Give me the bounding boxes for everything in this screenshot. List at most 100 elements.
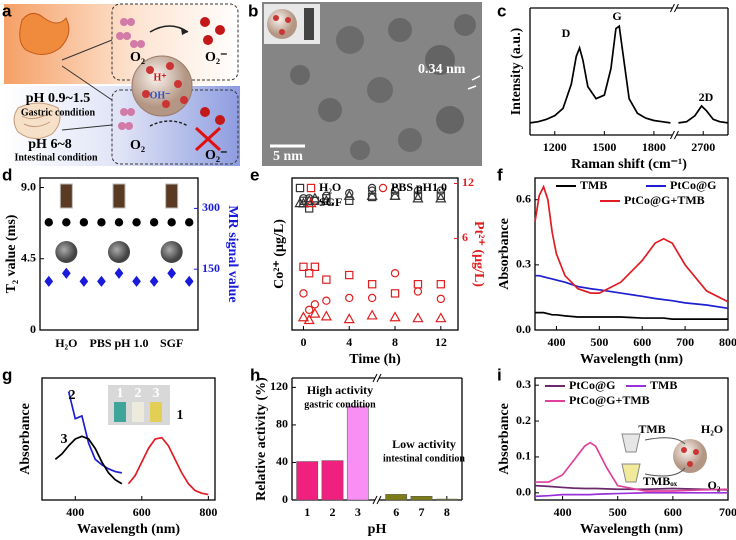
- x-tick-label: 1: [304, 505, 310, 519]
- x-tick-label: 4: [346, 335, 352, 349]
- y2-tick-label: 150: [202, 261, 220, 275]
- marker: [295, 183, 305, 193]
- panel-label: f: [497, 165, 503, 184]
- x-tick-label: 0: [300, 335, 306, 349]
- marker: [367, 280, 377, 289]
- marker: [44, 218, 53, 227]
- x-tick-label: 1500: [592, 140, 616, 154]
- annotation: intestinal condition: [383, 453, 465, 464]
- legend-label: H₂O: [319, 180, 341, 194]
- x-tick-label: 500: [609, 505, 627, 519]
- marker: [299, 289, 308, 298]
- x-tick-label: PBS pH 1.0: [89, 336, 148, 350]
- line-series: [535, 441, 729, 492]
- decor-circle: [120, 18, 128, 26]
- bar: [385, 494, 408, 501]
- x-tick-label: 8: [444, 505, 450, 519]
- marker: [412, 192, 424, 203]
- hydroxide-label: OH⁻: [150, 90, 171, 101]
- marker: [294, 197, 306, 208]
- decor-circle: [425, 45, 455, 75]
- decor-circle: [215, 115, 225, 125]
- decor-path: [194, 126, 222, 152]
- axis-break: [376, 495, 382, 505]
- y2-tick-label: 300: [202, 200, 220, 214]
- y-tick-label: 80: [276, 417, 288, 431]
- y-axis-label: Relative activity (%): [254, 377, 269, 501]
- plot-frame: [291, 177, 459, 331]
- marker: [61, 267, 71, 279]
- y-tick-label: 120: [270, 379, 288, 393]
- annotation: TMBₒₓ: [643, 474, 678, 488]
- decor-circle: [318, 98, 342, 122]
- legend-label: TMB: [650, 378, 677, 392]
- marker: [310, 262, 320, 272]
- axis-break: [669, 3, 675, 13]
- x-tick-label: 600: [133, 505, 151, 519]
- legend-label: SGF: [319, 195, 342, 209]
- decor-circle: [273, 15, 279, 21]
- line-series: [529, 24, 729, 124]
- inset-label: 3: [153, 386, 160, 401]
- decor-path: [467, 75, 481, 90]
- marker: [345, 188, 354, 198]
- decor-circle: [673, 439, 707, 473]
- annotation: O₂: [708, 478, 721, 492]
- plot-frame: [534, 177, 729, 331]
- decor-circle: [285, 17, 291, 23]
- marker: [367, 293, 377, 303]
- marker: [184, 275, 194, 287]
- product-label: O₂⁻: [205, 148, 227, 163]
- marker: [320, 310, 332, 321]
- marker: [436, 294, 446, 304]
- intestinal-label: Intestinal condition: [14, 152, 98, 163]
- x-tick-label: 400: [547, 335, 565, 349]
- line-series: [535, 311, 728, 320]
- plot-frame: [534, 377, 729, 501]
- x-tick-label: 600: [633, 335, 651, 349]
- x-axis-label: Wavelength (nm): [77, 522, 180, 537]
- y-axis-label: Intensity (a.u.): [509, 27, 524, 115]
- marker: [366, 189, 378, 200]
- marker: [435, 192, 447, 203]
- curve-label: 3: [61, 432, 68, 447]
- curve-label: 2: [69, 388, 76, 403]
- x-tick-label: 1200: [543, 140, 567, 154]
- decor-circle: [127, 108, 135, 116]
- decor-circle: [130, 40, 138, 48]
- marker: [149, 275, 159, 287]
- marker: [390, 186, 400, 195]
- marker: [322, 296, 331, 305]
- panel-label: c: [497, 1, 506, 20]
- y-axis-label: T₂ value (ms): [4, 214, 19, 293]
- marker: [436, 191, 446, 200]
- marker: [389, 189, 401, 200]
- x-axis-label: Wavelength (nm): [580, 522, 683, 537]
- decor-rect: [114, 402, 126, 422]
- x-axis-label: pH: [368, 522, 387, 537]
- annotation: gastric condition: [304, 399, 376, 410]
- marker: [309, 307, 321, 318]
- axis-break: [372, 373, 378, 383]
- decor-circle: [454, 14, 476, 36]
- inset-label: 1: [117, 386, 124, 401]
- bar: [346, 405, 369, 501]
- marker: [44, 275, 54, 287]
- marker: [413, 280, 423, 289]
- marker: [303, 314, 315, 325]
- inset-i: [621, 433, 707, 483]
- legend-label: PBS pH1.0: [391, 180, 447, 194]
- marker: [185, 218, 194, 227]
- decor-rect: [132, 402, 144, 422]
- y-tick-label: 9.0: [21, 179, 36, 193]
- axis-break: [669, 130, 675, 140]
- y-tick-label: 0: [30, 322, 36, 336]
- decor-rect: [111, 3, 239, 81]
- annotation: TMB: [638, 422, 665, 436]
- decor-circle: [687, 461, 693, 467]
- y-axis-label: Co²⁺ (µg/L): [272, 219, 287, 289]
- axis-break: [376, 373, 382, 383]
- x-tick-label: 7: [419, 505, 425, 519]
